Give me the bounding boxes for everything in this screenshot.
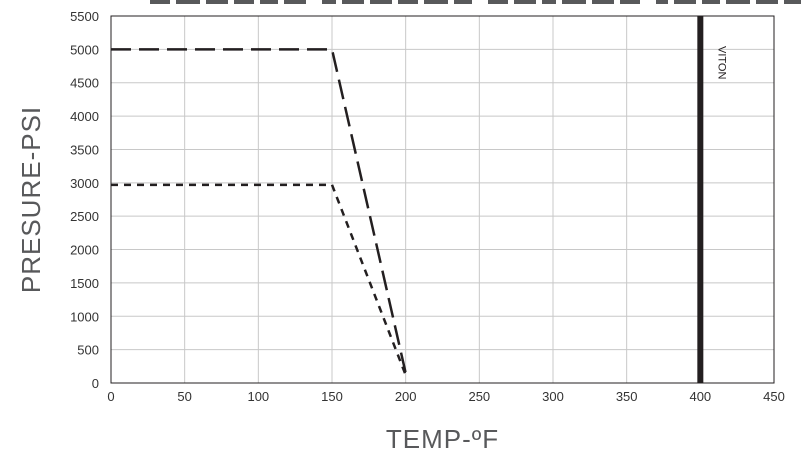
viton-label: VITON	[715, 46, 727, 79]
title-fragment-mark	[150, 0, 170, 4]
y-tick-label: 2000	[70, 243, 99, 258]
title-fragment-mark	[784, 0, 801, 4]
title-fragment-mark	[424, 0, 448, 4]
y-tick-label: 4000	[70, 109, 99, 124]
x-tick-label: 100	[247, 389, 269, 404]
title-fragment-mark	[370, 0, 392, 4]
title-fragment-mark	[726, 0, 750, 4]
x-tick-label: 50	[177, 389, 191, 404]
x-axis-label: TEMP-ºF	[386, 424, 499, 454]
title-fragment-mark	[206, 0, 228, 4]
x-tick-label: 0	[107, 389, 114, 404]
title-fragment-mark	[322, 0, 336, 4]
title-fragment-mark	[620, 0, 640, 4]
y-tick-label: 500	[77, 343, 99, 358]
y-tick-label: 5000	[70, 42, 99, 57]
x-tick-labels: 0 50 100 150 200 250 300 350 400 450	[107, 389, 784, 404]
title-fragment-mark	[176, 0, 200, 4]
title-fragment-mark	[488, 0, 508, 4]
x-tick-label: 450	[763, 389, 785, 404]
title-fragment-mark	[542, 0, 556, 4]
y-tick-label: 3500	[70, 142, 99, 157]
y-tick-label: 4500	[70, 76, 99, 91]
y-tick-label: 3000	[70, 176, 99, 191]
y-tick-label: 0	[92, 376, 99, 391]
x-tick-label: 150	[321, 389, 343, 404]
y-tick-label: 5500	[70, 9, 99, 24]
title-fragment-mark	[234, 0, 254, 4]
title-fragment-mark	[592, 0, 614, 4]
y-tick-labels: 0 500 1000 1500 2000 2500 3000 3500 4000 4500 5000…	[70, 9, 99, 391]
title-fragment-mark	[284, 0, 306, 4]
y-tick-label: 1500	[70, 276, 99, 291]
plot-frame	[110, 15, 775, 384]
y-tick-label: 1000	[70, 309, 99, 324]
grid-lines	[111, 16, 774, 383]
title-fragment-mark	[656, 0, 668, 4]
title-fragment-mark	[562, 0, 586, 4]
x-tick-label: 350	[616, 389, 638, 404]
title-fragment-mark	[674, 0, 696, 4]
y-tick-label: 2500	[70, 209, 99, 224]
y-axis-label: PRESURE-PSI	[16, 106, 46, 293]
title-fragment-mark	[756, 0, 778, 4]
title-fragment-mark	[342, 0, 364, 4]
series-layer	[111, 48, 407, 376]
cut-off-chart-title	[150, 0, 801, 4]
series-line-long-dash	[111, 48, 407, 374]
title-fragment-mark	[454, 0, 472, 4]
x-tick-label: 250	[468, 389, 490, 404]
title-fragment-mark	[702, 0, 720, 4]
title-fragment-mark	[514, 0, 536, 4]
title-fragment-mark	[260, 0, 278, 4]
x-tick-label: 200	[395, 389, 417, 404]
x-tick-label: 400	[689, 389, 711, 404]
annotation-layer: VITON	[697, 16, 727, 383]
title-fragment-mark	[398, 0, 418, 4]
series-line-short-dash	[111, 183, 407, 376]
cut-title-fragment	[150, 0, 801, 4]
x-tick-label: 300	[542, 389, 564, 404]
